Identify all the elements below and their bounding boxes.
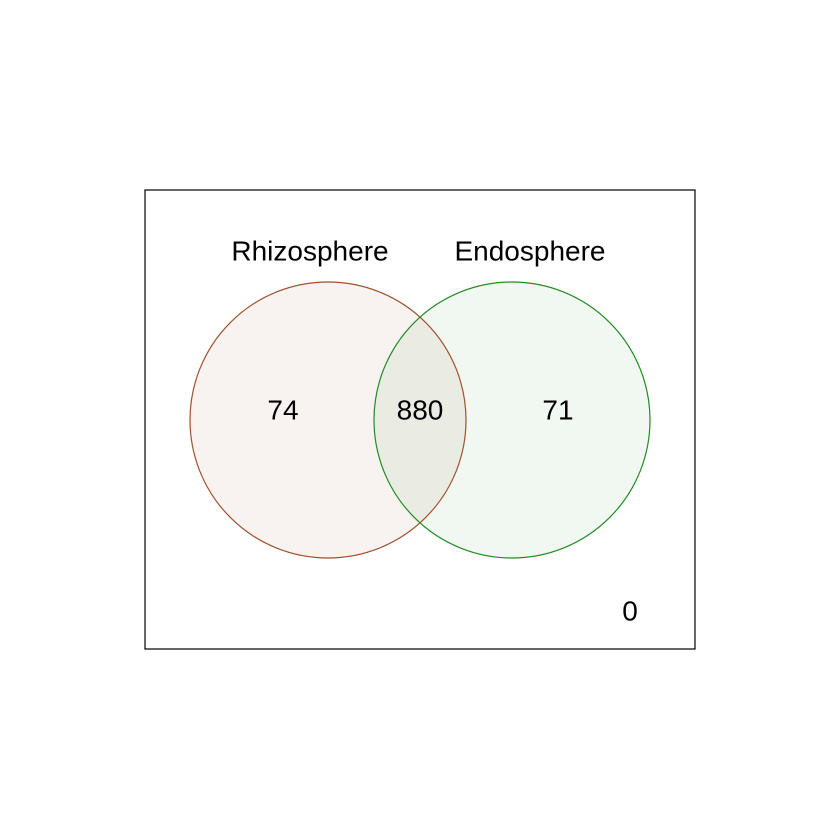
endosphere-circle-outline (373, 281, 651, 559)
rhizosphere-label: Rhizosphere (231, 235, 388, 266)
endosphere-label: Endosphere (454, 235, 605, 266)
universe-frame (144, 189, 696, 650)
intersection-count: 880 (397, 394, 444, 425)
rhizosphere-only-count: 74 (267, 394, 298, 425)
outside-count: 0 (622, 595, 638, 626)
rhizosphere-circle-outline (189, 281, 467, 559)
intersection-region (374, 282, 466, 558)
endosphere-only-count: 71 (542, 394, 573, 425)
